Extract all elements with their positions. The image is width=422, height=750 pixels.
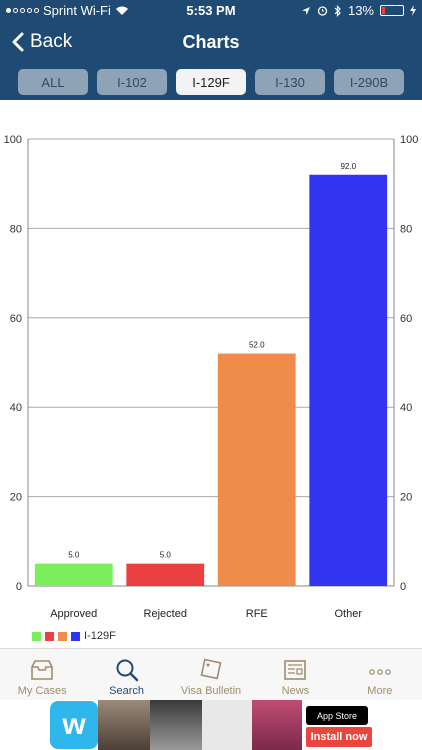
data-label: 5.0 xyxy=(68,551,80,560)
carrier-label: Sprint Wi-Fi xyxy=(43,3,111,18)
app-store-badge: App Store xyxy=(306,706,368,725)
bar-chart: 0 0 20 20 40 40 60 60 80 80 100 100 5.0 Approved 5.0 Re… xyxy=(4,134,419,620)
legend-swatch-other xyxy=(71,631,80,641)
y-tick-label-left: 60 xyxy=(10,313,22,325)
battery-percent: 13% xyxy=(347,3,374,18)
x-tick-label: Rejected xyxy=(144,608,187,620)
tab-label: I-130 xyxy=(275,74,305,90)
ad-brand-logo: w xyxy=(50,701,98,749)
ad-product-thumb xyxy=(150,700,202,750)
y-tick-label-left: 80 xyxy=(10,223,22,235)
tab-label: ALL xyxy=(41,74,65,90)
alarm-icon xyxy=(317,6,328,16)
charging-icon xyxy=(410,5,416,16)
wifi-icon xyxy=(115,6,128,15)
x-tick-label: RFE xyxy=(246,608,268,620)
tab-all[interactable]: ALL xyxy=(18,69,88,95)
tab-i-130[interactable]: I-130 xyxy=(255,69,325,95)
tab-i-129f[interactable]: I-129F xyxy=(176,69,246,95)
data-label: 52.0 xyxy=(249,341,265,350)
y-tick-label-right: 80 xyxy=(400,223,412,235)
more-dots-icon xyxy=(369,669,391,675)
install-label: Install now xyxy=(310,731,368,743)
y-tick-label-right: 0 xyxy=(400,581,406,593)
status-bar: Sprint Wi-Fi 5:53 PM 13% xyxy=(0,0,422,22)
data-label: 5.0 xyxy=(160,551,172,560)
legend-swatch-rfe xyxy=(58,631,67,641)
location-icon xyxy=(301,6,310,15)
tab-label: News xyxy=(281,685,310,697)
install-now-button[interactable]: Install now xyxy=(306,727,372,747)
y-tick-label-right: 40 xyxy=(400,402,412,414)
y-tick-label-right: 100 xyxy=(400,134,418,146)
legend-swatch-approved xyxy=(32,631,41,641)
bar-rfe xyxy=(217,353,296,586)
y-tick-label-right: 60 xyxy=(400,313,412,325)
y-tick-label-left: 20 xyxy=(10,492,22,504)
ad-product-thumb xyxy=(98,700,150,750)
y-tick-label-left: 40 xyxy=(10,402,22,414)
legend-swatch-rejected xyxy=(45,631,54,641)
tab-more[interactable]: More xyxy=(338,649,422,700)
ad-banner[interactable]: w App Store Install now xyxy=(0,700,422,750)
bottom-tab-bar: My Cases Search Visa Bulletin News More xyxy=(0,648,422,700)
tab-label: Search xyxy=(109,685,145,697)
ad-product-thumb xyxy=(202,700,252,750)
top-bar: Sprint Wi-Fi 5:53 PM 13% Back Charts ALL… xyxy=(0,0,422,100)
form-type-tabs: ALL I-102 I-129F I-130 I-290B xyxy=(18,69,404,95)
nav-bar: Back Charts xyxy=(0,22,422,66)
y-tick-label-left: 0 xyxy=(16,581,22,593)
tag-icon xyxy=(200,658,222,680)
status-left: Sprint Wi-Fi xyxy=(6,3,129,18)
tab-label: I-102 xyxy=(117,74,147,90)
x-tick-label: Approved xyxy=(50,608,97,620)
tab-label: More xyxy=(367,685,393,697)
y-tick-label-left: 100 xyxy=(4,134,22,146)
tab-label: I-290B xyxy=(349,74,389,90)
tab-label: Visa Bulletin xyxy=(180,685,242,697)
inbox-icon xyxy=(31,660,54,680)
chart-legend: I-129F xyxy=(32,630,116,642)
tab-label: I-129F xyxy=(192,74,230,90)
tab-news[interactable]: News xyxy=(253,649,337,700)
back-label: Back xyxy=(30,31,73,52)
newspaper-icon xyxy=(284,660,307,680)
tab-i-102[interactable]: I-102 xyxy=(97,69,167,95)
bar-approved xyxy=(34,563,113,586)
signal-dots-icon xyxy=(6,8,39,13)
ad-product-thumb xyxy=(252,700,302,750)
data-label: 92.0 xyxy=(340,162,356,171)
tab-search[interactable]: Search xyxy=(84,649,168,700)
page-title: Charts xyxy=(182,32,240,52)
status-right: 13% xyxy=(301,3,416,18)
tab-visa-bulletin[interactable]: Visa Bulletin xyxy=(169,649,253,700)
tab-my-cases[interactable]: My Cases xyxy=(0,649,84,700)
search-icon xyxy=(116,659,138,682)
bar-other xyxy=(309,174,388,586)
back-button[interactable]: Back xyxy=(12,31,72,53)
chart-area: 0 0 20 20 40 40 60 60 80 80 100 100 5.0 Approved 5.0 Re… xyxy=(0,100,422,648)
battery-icon xyxy=(380,5,404,16)
bar-rejected xyxy=(126,563,205,586)
x-tick-label: Other xyxy=(334,608,362,620)
app-store-label: App Store xyxy=(316,710,358,721)
status-time: 5:53 PM xyxy=(186,3,236,18)
tab-i-290b[interactable]: I-290B xyxy=(334,69,404,95)
y-tick-label-right: 20 xyxy=(400,492,412,504)
legend-label: I-129F xyxy=(84,630,116,642)
tab-label: My Cases xyxy=(17,685,67,697)
chevron-left-icon xyxy=(12,32,24,52)
bluetooth-icon xyxy=(334,4,341,17)
